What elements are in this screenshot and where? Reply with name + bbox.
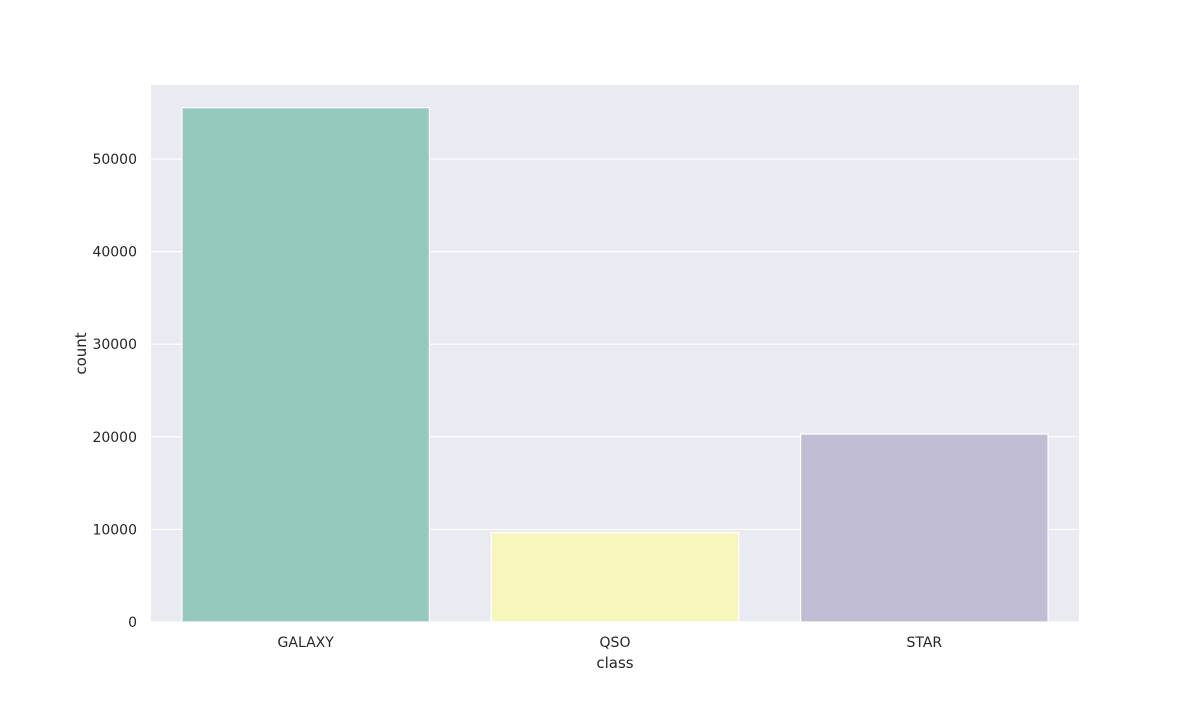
x-tick-label-star: STAR	[907, 635, 943, 651]
y-tick-label: 0	[128, 615, 137, 631]
y-tick-labels: 0 10000 20000 30000 40000 50000	[92, 152, 137, 631]
x-axis-label: class	[596, 654, 633, 672]
y-tick-label: 50000	[92, 152, 137, 168]
bar-star	[799, 433, 1049, 623]
bars	[181, 107, 1049, 623]
bar-galaxy	[181, 107, 430, 623]
y-tick-label: 40000	[92, 245, 137, 261]
x-tick-labels: GALAXY QSO STAR	[278, 635, 943, 651]
x-tick-label-qso: QSO	[600, 635, 631, 651]
y-tick-label: 30000	[92, 337, 137, 353]
y-tick-label: 20000	[92, 430, 137, 446]
bar-qso	[490, 532, 740, 623]
y-tick-label: 10000	[92, 522, 137, 538]
y-axis-label: count	[72, 332, 90, 374]
x-tick-label-galaxy: GALAXY	[278, 635, 335, 651]
